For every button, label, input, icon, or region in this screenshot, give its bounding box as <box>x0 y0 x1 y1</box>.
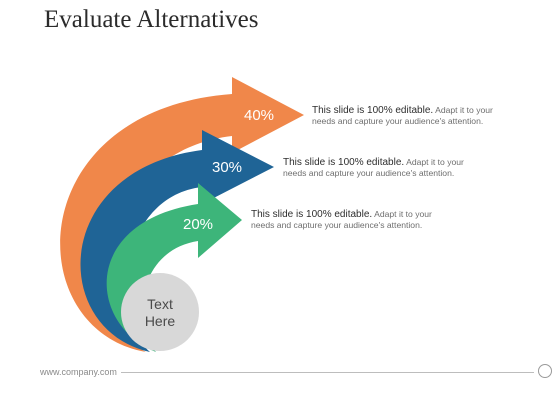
footer-divider <box>121 372 534 373</box>
arrow-label-30: 30% <box>212 159 242 176</box>
description-line2: needs and capture your audience's attent… <box>283 168 455 178</box>
center-circle <box>121 273 199 351</box>
center-text-line1: Text <box>147 296 173 312</box>
description-40: This slide is 100% editable. Adapt it to… <box>312 105 493 127</box>
description-rest: Adapt it to your <box>435 105 493 115</box>
footer-url: www.company.com <box>40 367 117 377</box>
arrow-label-20: 20% <box>183 216 213 233</box>
arrow-40 <box>60 77 304 352</box>
description-bold: This slide is 100% editable. <box>283 157 405 168</box>
description-20: This slide is 100% editable. Adapt it to… <box>251 209 432 231</box>
arrow-30 <box>80 130 274 352</box>
description-rest: Adapt it to your <box>406 157 464 167</box>
description-line2: needs and capture your audience's attent… <box>312 116 484 126</box>
slide-title: Evaluate Alternatives <box>44 6 259 33</box>
description-rest: Adapt it to your <box>374 209 432 219</box>
center-text-line2: Here <box>145 313 176 329</box>
description-bold: This slide is 100% editable. <box>251 209 373 220</box>
arrow-label-40: 40% <box>244 107 274 124</box>
description-30: This slide is 100% editable. Adapt it to… <box>283 157 464 179</box>
description-bold: This slide is 100% editable. <box>312 105 434 116</box>
description-line2: needs and capture your audience's attent… <box>251 220 423 230</box>
footer-circle-icon <box>538 364 552 378</box>
